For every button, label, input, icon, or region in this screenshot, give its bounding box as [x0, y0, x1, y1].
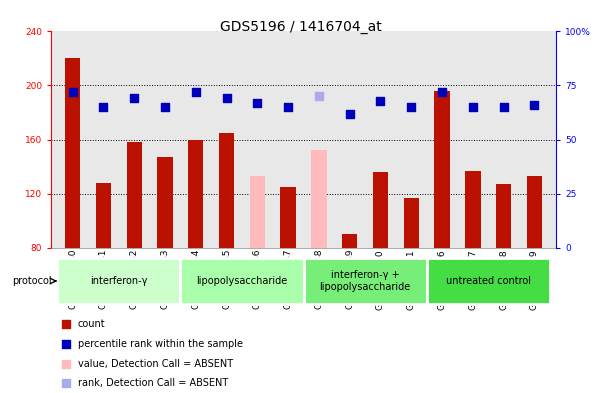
Point [437, 89, 447, 95]
Point [160, 104, 170, 110]
Bar [427, 258, 550, 304]
Point [129, 95, 139, 101]
Bar [526, 176, 542, 248]
Point [499, 104, 508, 110]
Bar [65, 59, 81, 248]
Point [252, 99, 262, 106]
Text: untreated control: untreated control [446, 276, 531, 286]
Text: interferon-γ: interferon-γ [90, 276, 148, 286]
Text: GDS5196 / 1416704_at: GDS5196 / 1416704_at [219, 20, 382, 34]
Bar [180, 258, 304, 304]
Point [327, 83, 337, 89]
Point [345, 110, 355, 117]
Bar [403, 198, 419, 248]
Bar [281, 187, 296, 248]
Text: protocol: protocol [12, 276, 52, 286]
Point [327, 261, 337, 268]
Point [191, 89, 201, 95]
Bar [219, 133, 234, 248]
Point [68, 89, 78, 95]
Text: count: count [78, 319, 106, 329]
Bar [96, 183, 111, 248]
Bar [57, 258, 180, 304]
Text: rank, Detection Call = ABSENT: rank, Detection Call = ABSENT [78, 378, 228, 388]
Bar [435, 91, 450, 248]
Point [222, 95, 231, 101]
Point [99, 104, 108, 110]
Bar [249, 176, 265, 248]
Bar [373, 172, 388, 248]
Text: interferon-γ +
lipopolysaccharide: interferon-γ + lipopolysaccharide [320, 270, 410, 292]
Point [314, 93, 324, 99]
Bar [496, 184, 511, 248]
Text: percentile rank within the sample: percentile rank within the sample [78, 339, 243, 349]
Bar [188, 140, 204, 248]
Bar [342, 234, 358, 248]
Bar [311, 150, 326, 248]
Bar [304, 258, 427, 304]
Bar [157, 157, 172, 248]
Point [468, 104, 478, 110]
Text: lipopolysaccharide: lipopolysaccharide [197, 276, 287, 286]
Point [376, 97, 385, 104]
Bar [126, 142, 142, 248]
Point [406, 104, 416, 110]
Point [529, 102, 539, 108]
Bar [465, 171, 481, 248]
Point [283, 104, 293, 110]
Text: value, Detection Call = ABSENT: value, Detection Call = ABSENT [78, 358, 233, 369]
